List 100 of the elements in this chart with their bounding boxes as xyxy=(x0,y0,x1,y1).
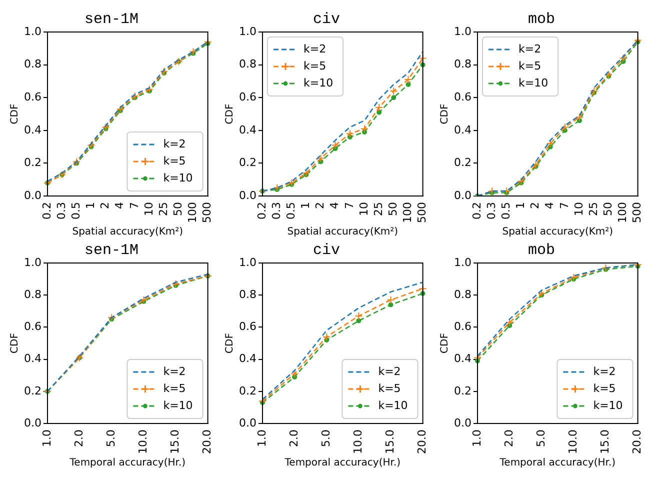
chart-title: sen-1M xyxy=(84,242,139,259)
y-tick-label: 0.4 xyxy=(454,352,472,366)
legend-label: k=10 xyxy=(163,171,193,184)
x-tick-label: 10 xyxy=(142,202,156,216)
y-axis-title: CDF xyxy=(10,332,21,354)
y-axis-title: CDF xyxy=(10,104,21,124)
x-axis-title: Spatial accuracy(Km²) xyxy=(287,226,398,238)
legend-label: k=2 xyxy=(378,364,401,378)
x-tick-label: 1.0 xyxy=(40,430,54,448)
x-tick-label: 2.0 xyxy=(502,430,516,448)
y-tick-label: 0.6 xyxy=(238,90,256,104)
y-tick-label: 0.2 xyxy=(454,156,472,170)
x-tick-label: 10.0 xyxy=(352,430,365,454)
x-tick-label: 2 xyxy=(98,202,112,210)
x-tick-label: 5.0 xyxy=(319,430,332,448)
y-tick-label: 0.4 xyxy=(238,352,256,366)
x-tick-label: 0.3 xyxy=(54,202,68,220)
x-axis-title: Temporal accuracy(Hr.) xyxy=(68,458,186,469)
x-tick-label: 2 xyxy=(528,202,542,210)
legend-label: k=10 xyxy=(163,398,193,412)
x-tick-label: 7 xyxy=(558,202,571,210)
y-tick-label: 0.2 xyxy=(238,156,256,170)
y-tick-label: 0.2 xyxy=(454,384,472,398)
x-tick-label: 0.2 xyxy=(40,202,54,220)
x-tick-label: 20.0 xyxy=(630,430,644,454)
x-tick-label: 50 xyxy=(172,202,185,216)
x-tick-label: 10.0 xyxy=(136,430,150,454)
y-tick-label: 0.2 xyxy=(24,156,42,170)
legend-label: k=10 xyxy=(378,398,408,412)
x-axis-title: Temporal accuracy(Hr.) xyxy=(498,458,616,469)
y-tick-label: 0.6 xyxy=(238,320,256,334)
y-tick-label: 0.6 xyxy=(24,320,42,334)
x-axis-title: Spatial accuracy(Km²) xyxy=(502,226,614,238)
x-tick-label: 4 xyxy=(328,202,342,210)
y-tick-label: 0.0 xyxy=(238,416,256,430)
legend-label: k=5 xyxy=(593,382,616,395)
x-tick-label: 25 xyxy=(372,202,385,216)
y-axis-title: CDF xyxy=(440,104,451,124)
x-tick-label: 10 xyxy=(572,202,586,216)
y-tick-label: 0.8 xyxy=(24,58,42,71)
chart-title: mob xyxy=(528,10,556,28)
x-tick-label: 500 xyxy=(416,202,429,224)
y-tick-label: 0.6 xyxy=(24,90,42,104)
x-tick-label: 1.0 xyxy=(470,430,484,448)
y-tick-label: 0.4 xyxy=(24,123,42,136)
y-tick-label: 0.8 xyxy=(238,58,256,71)
x-tick-label: 10 xyxy=(357,202,370,216)
legend-label: k=5 xyxy=(163,382,186,395)
legend-label: k=2 xyxy=(593,364,616,378)
y-axis-title: CDF xyxy=(440,332,451,354)
x-tick-label: 2.0 xyxy=(72,430,86,448)
y-tick-label: 0.4 xyxy=(454,123,472,136)
y-tick-label: 0.4 xyxy=(238,123,256,136)
x-tick-label: 500 xyxy=(200,202,214,224)
x-tick-label: 0.3 xyxy=(270,202,283,220)
legend-label: k=10 xyxy=(518,76,548,90)
y-axis-title: CDF xyxy=(224,104,236,124)
x-tick-label: 100 xyxy=(616,202,630,224)
x-tick-label: 10.0 xyxy=(566,430,580,454)
x-tick-label: 0.5 xyxy=(284,202,298,220)
x-tick-label: 7 xyxy=(342,202,356,210)
x-tick-label: 0.3 xyxy=(484,202,498,220)
y-tick-label: 0.0 xyxy=(24,416,42,430)
x-tick-label: 2 xyxy=(314,202,327,210)
y-tick-label: 0.2 xyxy=(238,384,256,398)
chart-title: mob xyxy=(528,242,556,259)
legend-label: k=5 xyxy=(303,59,326,72)
x-tick-label: 0.2 xyxy=(470,202,484,220)
legend-label: k=10 xyxy=(303,76,334,90)
y-tick-label: 1.0 xyxy=(454,24,472,38)
x-axis-title: Temporal accuracy(Hr.) xyxy=(284,458,401,469)
legend-label: k=5 xyxy=(378,382,401,395)
x-tick-label: 5.0 xyxy=(534,430,548,448)
legend-label: k=2 xyxy=(518,42,542,56)
y-tick-label: 0.0 xyxy=(454,188,472,202)
x-tick-label: 100 xyxy=(401,202,414,224)
x-tick-label: 1 xyxy=(514,202,528,210)
y-tick-label: 1.0 xyxy=(238,256,256,269)
x-tick-label: 100 xyxy=(186,202,200,224)
x-tick-label: 1 xyxy=(299,202,312,210)
x-tick-label: 25 xyxy=(586,202,600,216)
x-tick-label: 0.5 xyxy=(500,202,512,220)
x-tick-label: 0.2 xyxy=(255,202,268,220)
x-tick-label: 1.0 xyxy=(255,430,268,448)
y-tick-label: 0.6 xyxy=(454,320,472,334)
chart-title: sen-1M xyxy=(84,10,139,28)
x-axis-title: Spatial accuracy(Km²) xyxy=(72,226,184,238)
x-tick-label: 15.0 xyxy=(384,430,397,454)
legend-label: k=5 xyxy=(163,154,186,168)
y-tick-label: 0.0 xyxy=(454,416,472,430)
y-tick-label: 0.0 xyxy=(24,188,42,202)
x-tick-label: 25 xyxy=(156,202,170,216)
y-tick-label: 0.8 xyxy=(238,288,256,301)
x-tick-label: 50 xyxy=(602,202,615,216)
y-tick-label: 1.0 xyxy=(238,24,256,38)
legend-label: k=10 xyxy=(593,398,623,412)
x-tick-label: 20.0 xyxy=(416,430,429,454)
x-tick-label: 500 xyxy=(630,202,644,224)
y-tick-label: 1.0 xyxy=(24,256,42,269)
y-tick-label: 0.0 xyxy=(238,188,256,202)
